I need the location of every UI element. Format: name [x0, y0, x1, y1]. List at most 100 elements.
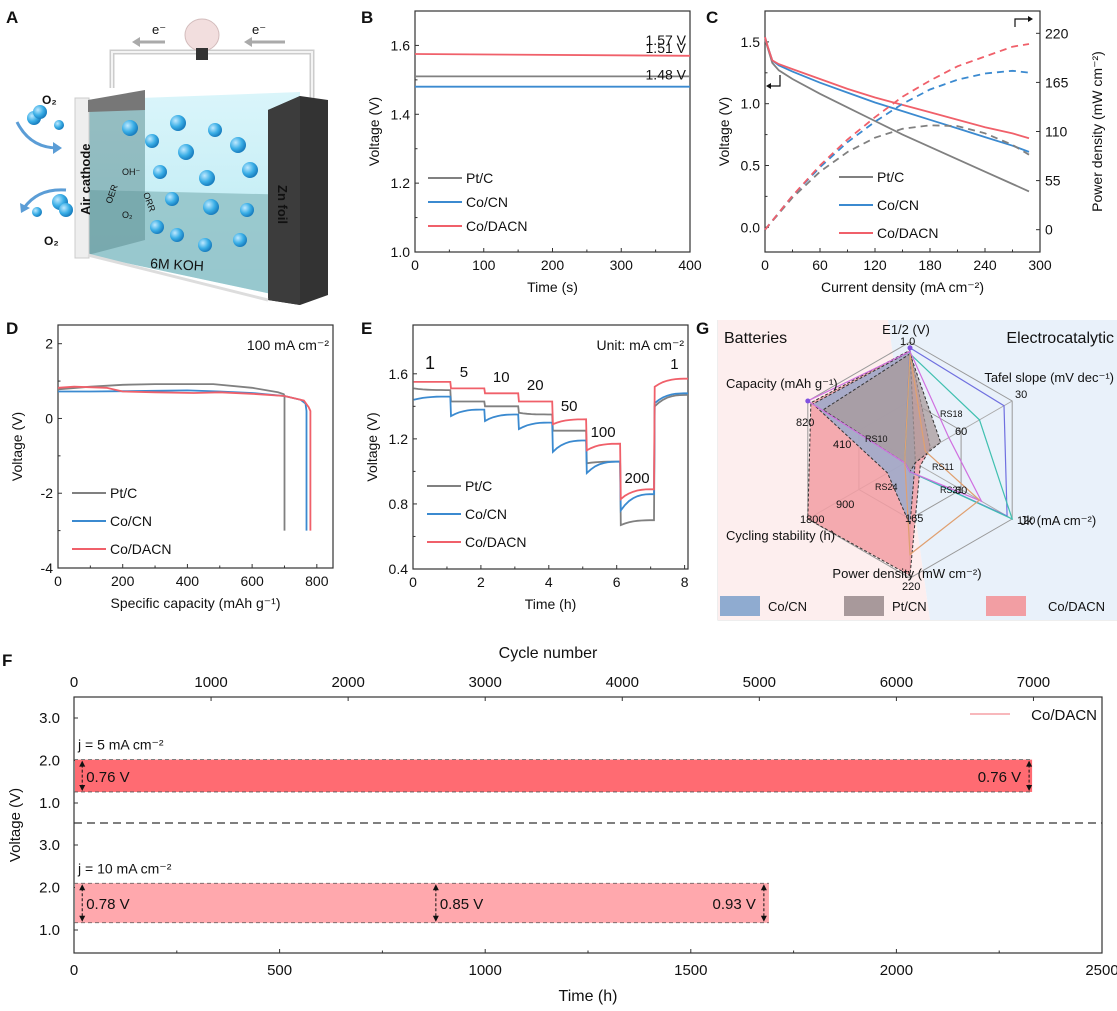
reference-label: RS21	[940, 485, 963, 495]
o2-in-arrow	[15, 121, 59, 150]
electron-label-left: e⁻	[152, 22, 166, 37]
x-tick-label: 100	[472, 257, 496, 273]
legend-swatch-ptcn	[844, 596, 884, 616]
x-tick-label: 120	[863, 257, 887, 273]
reference-label: RS18	[940, 409, 963, 419]
y2-tick-label: 55	[1045, 173, 1061, 189]
x2-tick-label: 5000	[743, 674, 776, 691]
o2-molecules-out	[32, 194, 73, 217]
plot-frame	[57, 324, 334, 569]
y-tick-label: 3.0	[39, 710, 60, 727]
chart-b: 0 100 200 300 400 1.0 1.2 1.4 1.6 Time (s) Voltage…	[366, 10, 702, 295]
step-label: 20	[527, 377, 544, 394]
panel-label-a: A	[6, 8, 19, 27]
panel-label-f: F	[2, 651, 13, 670]
radar-tick-label: 165	[905, 513, 923, 525]
y-tick-label: 3.0	[39, 837, 60, 854]
voltage-annotation: 1.51 V	[646, 40, 687, 56]
legend-label: Pt/C	[465, 478, 492, 494]
step-label: 1	[670, 356, 678, 373]
y-tick-label: -2	[41, 485, 54, 501]
y-axis-label: Voltage (V)	[366, 97, 382, 166]
y-tick-label: 1.0	[391, 244, 411, 260]
arrowhead-up	[432, 884, 439, 891]
reference-label: RS24	[875, 482, 898, 492]
y-tick-label: 1.5	[741, 34, 761, 50]
o2-in-label: O₂	[42, 93, 57, 107]
step-label: 1	[425, 353, 435, 373]
x-tick-label: 0	[70, 962, 78, 979]
x2-axis-label: Cycle number	[499, 645, 598, 662]
line-codacn	[414, 53, 691, 57]
radar-tick-label: 1.0	[900, 336, 915, 348]
voltage-annotation: 1.57 V	[646, 32, 687, 48]
step-label: 50	[561, 398, 578, 415]
x-tick-label: 500	[267, 962, 292, 979]
y-tick-label: 0.5	[741, 157, 761, 173]
zinc-air-battery-schematic: e⁻ e⁻ Air cathode Zn foil 6M KOH OER ORR…	[15, 18, 328, 305]
axis-label-e12: E1/2 (V)	[882, 322, 930, 337]
step-label: 10	[493, 369, 510, 386]
axis-label-cycling: Cycling stability (h)	[726, 528, 835, 543]
y-tick-label: 0.8	[389, 496, 409, 512]
legend-label: Co/DACN	[1048, 599, 1105, 614]
plot-frame	[764, 10, 1041, 253]
panel-c: C 0 60 120 180 240 300 0.0 0.5 1.0 1.5 Current den…	[700, 0, 1117, 320]
o2-molecules-in	[27, 105, 64, 130]
voltage-gap-label: 0.76 V	[978, 769, 1021, 786]
y-axis-label: Voltage (V)	[9, 412, 25, 481]
voltage-band-10	[75, 883, 769, 923]
panel-d: D 0 200 400 600 800 -4 -2 0 2 Specific capacity (…	[0, 319, 355, 630]
y-tick-label: 0.4	[389, 561, 409, 577]
electron-label-right: e⁻	[252, 22, 266, 37]
voltage-gap-label: 0.78 V	[86, 896, 129, 913]
y2-tick-label: 220	[1045, 25, 1069, 41]
y-axis-label: Voltage (V)	[716, 97, 732, 166]
panel-label-b: B	[361, 8, 374, 27]
chart-c: 0 60 120 180 240 300 0.0 0.5 1.0 1.5 Current densi…	[716, 10, 1105, 295]
legend-label: Pt/C	[466, 170, 493, 186]
x-axis-label: Time (s)	[527, 279, 578, 295]
x-tick-label: 1500	[674, 962, 707, 979]
current-density-label: j = 10 mA cm⁻²	[77, 860, 172, 876]
panel-e: E 0 2 4 6 8 0.4 0.8 1.2 1.6 Time (h) Voltage (V) 1 5…	[355, 319, 710, 630]
arrowhead-up	[1026, 760, 1033, 767]
y-tick-label: 0	[45, 410, 53, 426]
x-tick-label: 4	[545, 574, 553, 590]
radar-marker	[907, 345, 913, 351]
legend-label: Pt/C	[877, 169, 904, 185]
legend-label: Co/CN	[768, 599, 807, 614]
voltage-annotation: 1.48 V	[646, 66, 687, 82]
x-tick-label: 0	[54, 573, 62, 589]
y-tick-label: 0.0	[741, 219, 761, 235]
line-ptc	[57, 383, 286, 531]
unit-annotation: Unit: mA cm⁻²	[596, 337, 684, 353]
o2-out-arrow	[22, 188, 67, 209]
x-tick-label: 0	[761, 257, 769, 273]
legend-label: Pt/C	[110, 485, 137, 501]
right-axis-arrow-icon	[1014, 18, 1030, 27]
panel-b: B 0 100 200 300 400 1.0 1.2 1.4 1.6 Time (s) Volta…	[355, 0, 710, 320]
y-tick-label: 1.0	[39, 795, 60, 812]
electron-arrow-right	[244, 37, 285, 47]
y-tick-label: 2	[45, 336, 53, 352]
y2-tick-label: 165	[1045, 74, 1069, 90]
x-tick-label: 400	[176, 573, 200, 589]
panel-label-e: E	[361, 319, 373, 338]
x2-tick-label: 1000	[194, 674, 227, 691]
legend-label: Co/CN	[465, 506, 507, 522]
left-axis-arrow-icon	[768, 75, 781, 87]
y-axis-label: Voltage (V)	[364, 412, 380, 481]
x-tick-label: 2500	[1085, 962, 1117, 979]
axis-label-tafel: Tafel slope (mV dec⁻¹)	[984, 370, 1114, 385]
radar-tick-label: 30	[1015, 389, 1027, 401]
radar-tick-label: 220	[902, 581, 920, 593]
power-line-ptc	[764, 124, 1030, 231]
legend-label: Co/CN	[110, 513, 152, 529]
plot-frame	[412, 324, 689, 570]
x2-tick-label: 6000	[880, 674, 913, 691]
chart-f: 0 500 1000 1500 2000 2500 0 1000 2000 3000 4000 500…	[7, 645, 1117, 1005]
reference-polygon	[904, 353, 981, 556]
step-label: 100	[591, 424, 616, 441]
y-tick-label: 1.2	[391, 175, 411, 191]
